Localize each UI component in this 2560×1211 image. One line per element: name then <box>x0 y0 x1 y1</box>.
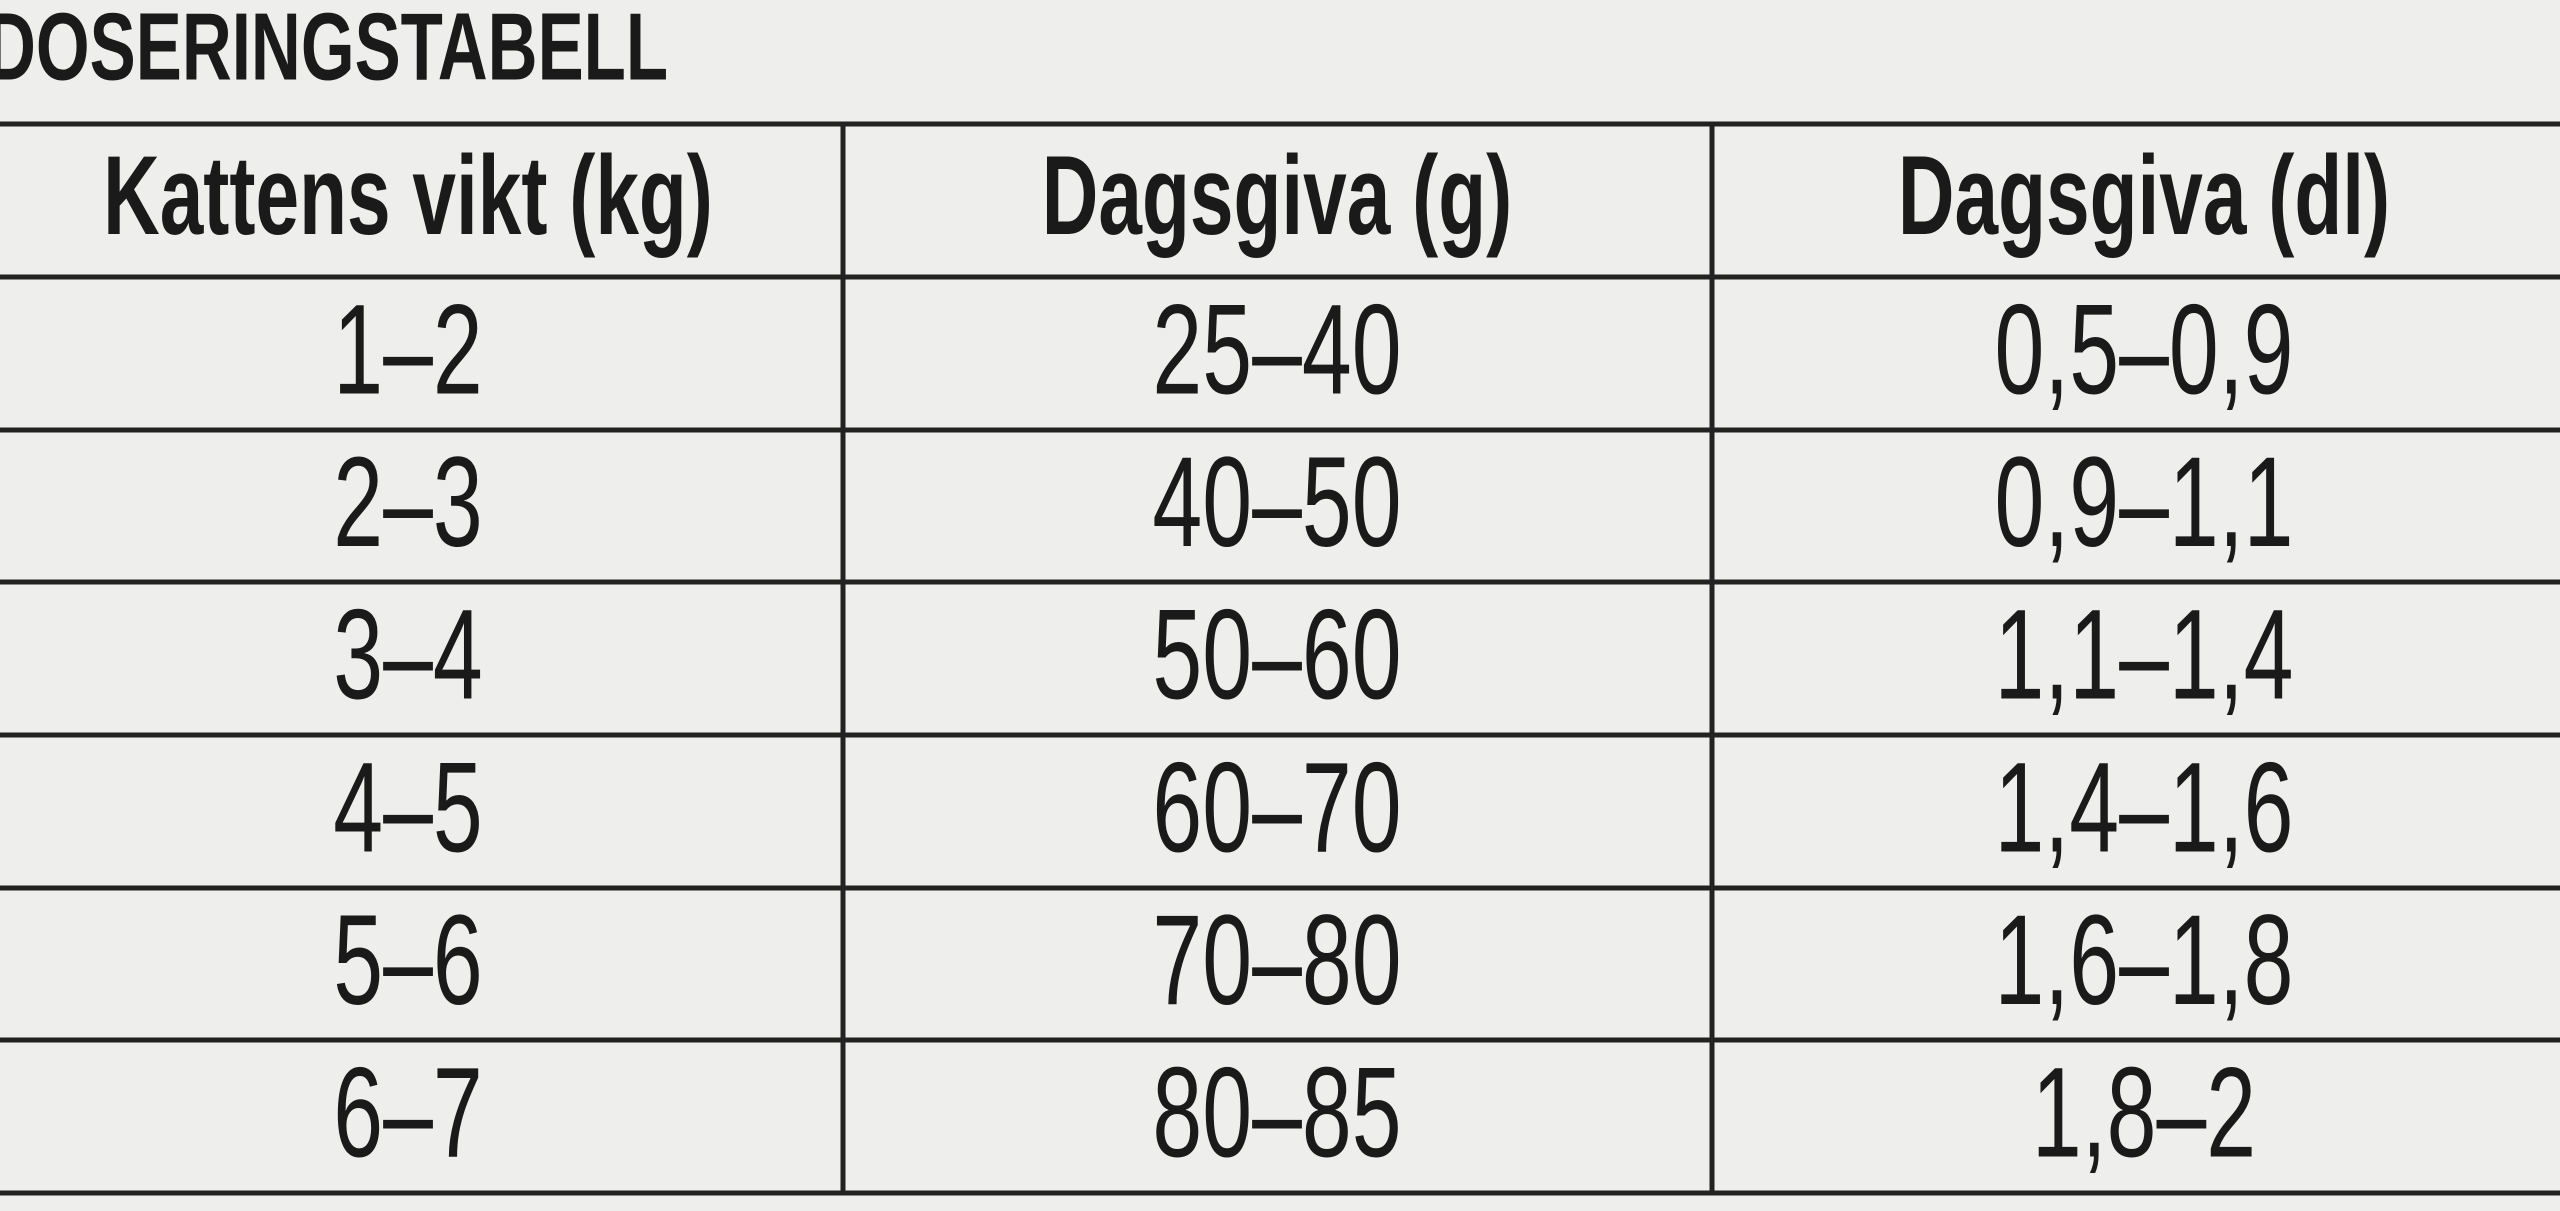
table-cell-group: 0,9–1,1 <box>1995 431 2294 574</box>
table-cell-group: 1,8–2 <box>2032 1042 2256 1185</box>
table-cell-group: 1,1–1,4 <box>1995 584 2294 727</box>
table-cell: 40–50 <box>1152 431 1401 574</box>
table-cell: 0,5–0,9 <box>1995 279 2294 422</box>
table-cell: 1–2 <box>333 279 482 422</box>
header-cell: Kattens vikt (kg) <box>103 133 713 258</box>
header-cell: Dagsgiva (dl) <box>1898 133 2390 258</box>
header-cell-group: Dagsgiva (dl) <box>1898 133 2390 258</box>
table-cell-group: 70–80 <box>1152 889 1401 1032</box>
table-cell: 70–80 <box>1152 889 1401 1032</box>
table-cell: 25–40 <box>1152 279 1401 422</box>
table-cell: 3–4 <box>333 584 482 727</box>
table-cell: 6–7 <box>333 1042 482 1185</box>
table-cell-group: 25–40 <box>1152 279 1401 422</box>
table-cell: 60–70 <box>1152 737 1401 880</box>
table-cell-group: 50–60 <box>1152 584 1401 727</box>
table-cell-group: 4–5 <box>333 737 482 880</box>
table-cell-group: 60–70 <box>1152 737 1401 880</box>
table-cell-group: 1,6–1,8 <box>1995 889 2294 1032</box>
table-cell-group: 1–2 <box>333 279 482 422</box>
header-cell-group: Dagsgiva (g) <box>1042 133 1512 258</box>
table-cell: 1,8–2 <box>2032 1042 2256 1185</box>
table-cell: 5–6 <box>333 889 482 1032</box>
table-cell-group: 5–6 <box>333 889 482 1032</box>
table-cell: 1,1–1,4 <box>1995 584 2294 727</box>
table-cell-group: 40–50 <box>1152 431 1401 574</box>
table-grid <box>0 121 2560 1196</box>
table-cell: 0,9–1,1 <box>1995 431 2294 574</box>
table-cell-group: 1,4–1,6 <box>1995 737 2294 880</box>
title-group: DOSERINGSTABELL <box>0 0 668 100</box>
table-cell-group: 0,5–0,9 <box>1995 279 2294 422</box>
title: DOSERINGSTABELL <box>0 0 668 100</box>
table-cell: 4–5 <box>333 737 482 880</box>
header-cell-group: Kattens vikt (kg) <box>103 133 713 258</box>
table-cell: 2–3 <box>333 431 482 574</box>
table-cell-group: 2–3 <box>333 431 482 574</box>
table-cell: 1,6–1,8 <box>1995 889 2294 1032</box>
table-cell-group: 80–85 <box>1152 1042 1401 1185</box>
table-cell: 1,4–1,6 <box>1995 737 2294 880</box>
table-cell-group: 3–4 <box>333 584 482 727</box>
table-cell: 80–85 <box>1152 1042 1401 1185</box>
table-cell: 50–60 <box>1152 584 1401 727</box>
header-cell: Dagsgiva (g) <box>1042 133 1512 258</box>
table-cell-group: 6–7 <box>333 1042 482 1185</box>
